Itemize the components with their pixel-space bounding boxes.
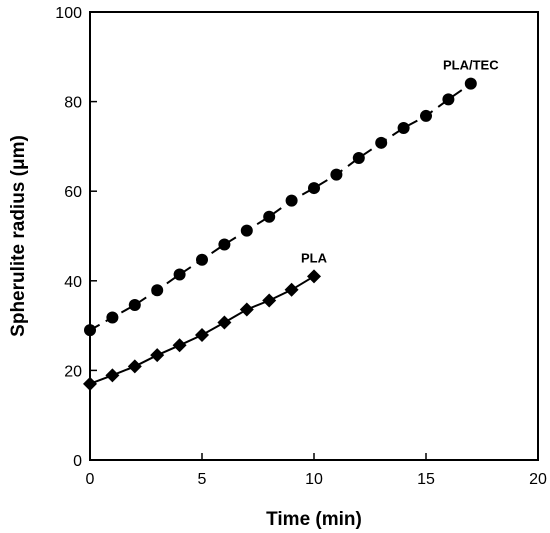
y-tick-label: 40 bbox=[64, 274, 82, 291]
data-point-pla-tec bbox=[128, 298, 141, 311]
y-axis-title: Spherulite radius (μm) bbox=[8, 135, 29, 337]
y-tick-label: 80 bbox=[64, 95, 82, 112]
x-axis-ticks: 0 5 10 15 20 bbox=[86, 453, 547, 488]
data-point-pla-tec bbox=[330, 168, 343, 181]
data-point-pla bbox=[127, 359, 142, 374]
data-point-pla-tec bbox=[84, 324, 96, 337]
data-point-pla-tec bbox=[173, 268, 186, 281]
data-point-pla bbox=[307, 269, 321, 284]
data-point-pla-tec bbox=[352, 152, 365, 165]
data-point-pla bbox=[83, 376, 97, 391]
data-point-pla-tec bbox=[442, 93, 455, 106]
data-point-pla bbox=[217, 315, 232, 330]
data-point-pla-tec bbox=[420, 109, 432, 122]
data-point-pla bbox=[105, 368, 120, 383]
data-point-pla-tec bbox=[375, 136, 388, 149]
y-tick-label: 20 bbox=[64, 363, 82, 380]
series-layer: PLA/TEC PLA bbox=[83, 58, 499, 391]
y-tick-label: 100 bbox=[55, 5, 82, 22]
series-line-pla-tec bbox=[89, 82, 472, 331]
data-point-pla bbox=[195, 328, 209, 343]
data-point-pla-tec bbox=[285, 194, 298, 207]
data-point-pla-tec bbox=[397, 122, 410, 135]
x-tick-label: 5 bbox=[198, 471, 207, 488]
series-pla-tec: PLA/TEC bbox=[84, 58, 499, 337]
series-label-pla-tec: PLA/TEC bbox=[443, 58, 499, 73]
data-point-pla bbox=[239, 302, 254, 317]
data-point-pla-tec bbox=[263, 210, 276, 223]
data-point-pla bbox=[150, 348, 165, 363]
series-label-pla: PLA bbox=[301, 250, 328, 265]
data-point-pla-tec bbox=[151, 284, 164, 297]
data-point-pla bbox=[262, 293, 277, 308]
x-tick-label: 15 bbox=[417, 471, 435, 488]
y-tick-label: 60 bbox=[64, 184, 82, 201]
x-axis-title: Time (min) bbox=[266, 509, 362, 530]
y-axis-ticks: 0 20 40 60 80 100 bbox=[55, 5, 97, 470]
x-tick-label: 10 bbox=[305, 471, 323, 488]
data-point-pla-tec bbox=[240, 224, 253, 237]
data-point-pla-tec bbox=[308, 182, 320, 195]
x-tick-label: 0 bbox=[86, 471, 95, 488]
data-point-pla bbox=[284, 282, 299, 297]
data-point-pla-tec bbox=[464, 77, 477, 90]
data-point-pla-tec bbox=[196, 253, 208, 266]
series-pla: PLA bbox=[83, 250, 328, 391]
data-point-pla-tec bbox=[106, 311, 119, 324]
data-point-pla-tec bbox=[218, 238, 231, 251]
data-point-pla bbox=[172, 338, 187, 353]
y-tick-label: 0 bbox=[73, 453, 82, 470]
x-tick-label: 20 bbox=[529, 471, 547, 488]
